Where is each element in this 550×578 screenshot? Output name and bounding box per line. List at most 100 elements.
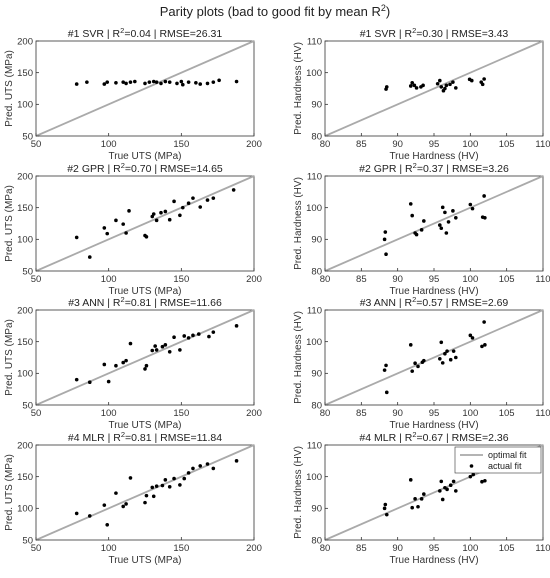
panel-4-point-4 (408, 202, 413, 206)
panel-8-point-1 (382, 506, 387, 511)
panel-3-point-22 (198, 205, 203, 209)
panel-1-point-6 (121, 80, 125, 84)
panel-6-optimal-fit-line (324, 309, 544, 406)
panel-6-xtick-label: 95 (429, 408, 440, 419)
panel-4-point-2 (383, 230, 388, 234)
panel-3-ytick-label: 100 (17, 235, 33, 246)
panel-4-xtick-label: 95 (429, 274, 440, 285)
panel-3-point-2 (87, 255, 92, 259)
panel-6-point-6 (413, 361, 417, 366)
panel-6-point-1 (382, 368, 387, 372)
panel-8-xtick-label: 95 (429, 543, 440, 554)
panel-2-optimal-fit-line (324, 40, 544, 137)
panel-3-optimal-fit-line (35, 175, 255, 272)
panel-8-point-22 (483, 478, 487, 483)
panel-1-point-22 (198, 82, 203, 86)
panel-5-point-25 (234, 324, 239, 328)
panel-5-xtick-label: 50 (31, 408, 42, 419)
panel-7-point-25 (234, 459, 239, 463)
panel-3-point-3 (102, 226, 107, 230)
panel-4-ytick-label: 100 (306, 203, 322, 214)
panel-8-point-17 (454, 489, 458, 493)
panel-6-ytick-label: 90 (311, 369, 322, 380)
panel-5-point-9 (143, 367, 147, 371)
panel-8-xlabel: True Hardness (HV) (389, 555, 478, 566)
panel-6-point-17 (454, 355, 458, 360)
panel-4-title: #2 GPR | R2=0.37 | RMSE=3.26 (359, 161, 509, 175)
panel-6-point-9 (422, 358, 426, 363)
panel-1-point-26 (234, 79, 239, 84)
panel-7-point-7 (124, 502, 128, 506)
panel-4-point-17 (454, 216, 458, 220)
panel-3-point-16 (167, 217, 172, 222)
panel-8-ytick-label: 110 (307, 440, 322, 451)
panel-1-title: #1 SVR | R2=0.04 | RMSE=26.31 (68, 26, 223, 40)
panel-8-xtick-label: 80 (320, 543, 331, 554)
panel-7-xtick-label: 50 (31, 543, 42, 554)
panel-8-point-5 (410, 505, 415, 510)
panel-3-point-19 (180, 205, 185, 210)
panel-3-xtick-label: 150 (173, 274, 189, 285)
panel-7-ytick-label: 150 (17, 472, 33, 483)
panel-5-point-3 (102, 362, 107, 367)
panel-6-point-7 (416, 364, 420, 369)
panel-8-point-4 (408, 478, 413, 482)
panel-3-title: #2 GPR | R2=0.70 | RMSE=14.65 (67, 161, 223, 175)
panel-2-ytick-label: 110 (307, 36, 322, 47)
panel-5-point-1 (74, 377, 79, 382)
panel-3-xtick-label: 100 (101, 274, 117, 285)
panel-2-point-2 (384, 85, 389, 89)
panel-5-point-21 (191, 333, 195, 338)
panel-4-point-15 (446, 220, 451, 224)
panel-5-optimal-fit-line (35, 309, 255, 406)
panel-6-ytick-label: 80 (311, 400, 322, 411)
panel-7-ytick-label: 100 (17, 504, 33, 515)
panel-8-xtick-label: 110 (535, 543, 550, 554)
panel-1-point-12 (151, 79, 156, 84)
panel-2-point-10 (438, 78, 442, 83)
panel-5-point-22 (196, 332, 201, 336)
panel-2-title: #1 SVR | R2=0.30 | RMSE=3.43 (360, 26, 509, 40)
panel-4-xtick-label: 80 (320, 274, 331, 285)
panel-6-point-20 (480, 344, 484, 349)
panel-4-xtick-label: 100 (462, 274, 478, 285)
figure-title: Parity plots (bad to good fit by mean R2… (160, 3, 390, 19)
panel-7-ytick-label: 50 (22, 535, 33, 546)
panel-3-point-18 (178, 213, 182, 218)
panel-2-point-14 (444, 83, 449, 88)
panel-6-ylabel: Pred. Hardness (HV) (293, 311, 304, 404)
panel-6-xtick-label: 80 (320, 408, 331, 419)
panel-4-optimal-fit-line (324, 175, 544, 272)
panel-4-point-9 (422, 219, 426, 223)
panel-3-point-8 (127, 209, 131, 213)
panel-6-point-2 (384, 363, 388, 368)
panel-2-xtick-label: 105 (499, 139, 515, 150)
panel-8-point-11 (439, 479, 444, 484)
panel-2-xtick-label: 80 (320, 139, 331, 150)
panel-5-ytick-label: 200 (17, 305, 33, 316)
panel-4-ytick-label: 90 (311, 235, 322, 246)
panel-5-point-12 (153, 344, 157, 348)
panel-1-point-17 (175, 81, 179, 86)
panel-6-point-21 (482, 320, 486, 324)
panel-4-point-5 (410, 213, 415, 218)
panel-1-point-24 (211, 80, 216, 84)
panel-6-xtick-label: 105 (499, 408, 515, 419)
panel-7-point-6 (121, 504, 125, 509)
panel-4-point-19 (470, 206, 475, 211)
legend-box (454, 446, 542, 474)
panel-3-ytick-label: 200 (17, 171, 33, 182)
panel-3-point-17 (172, 199, 176, 204)
panel-8-point-8 (419, 497, 424, 501)
panel-8-point-19 (471, 472, 476, 477)
panel-2-point-19 (469, 78, 474, 83)
panel-7-point-2 (87, 514, 92, 518)
panel-2-xtick-label: 110 (535, 139, 550, 150)
panel-3-point-21 (191, 196, 195, 200)
panel-7-point-16 (167, 485, 172, 489)
panel-5-point-19 (182, 334, 187, 338)
panel-7-point-9 (143, 500, 147, 505)
panel-3-point-20 (186, 201, 191, 206)
panel-7-point-23 (205, 462, 210, 466)
panel-8-point-20 (480, 479, 484, 484)
